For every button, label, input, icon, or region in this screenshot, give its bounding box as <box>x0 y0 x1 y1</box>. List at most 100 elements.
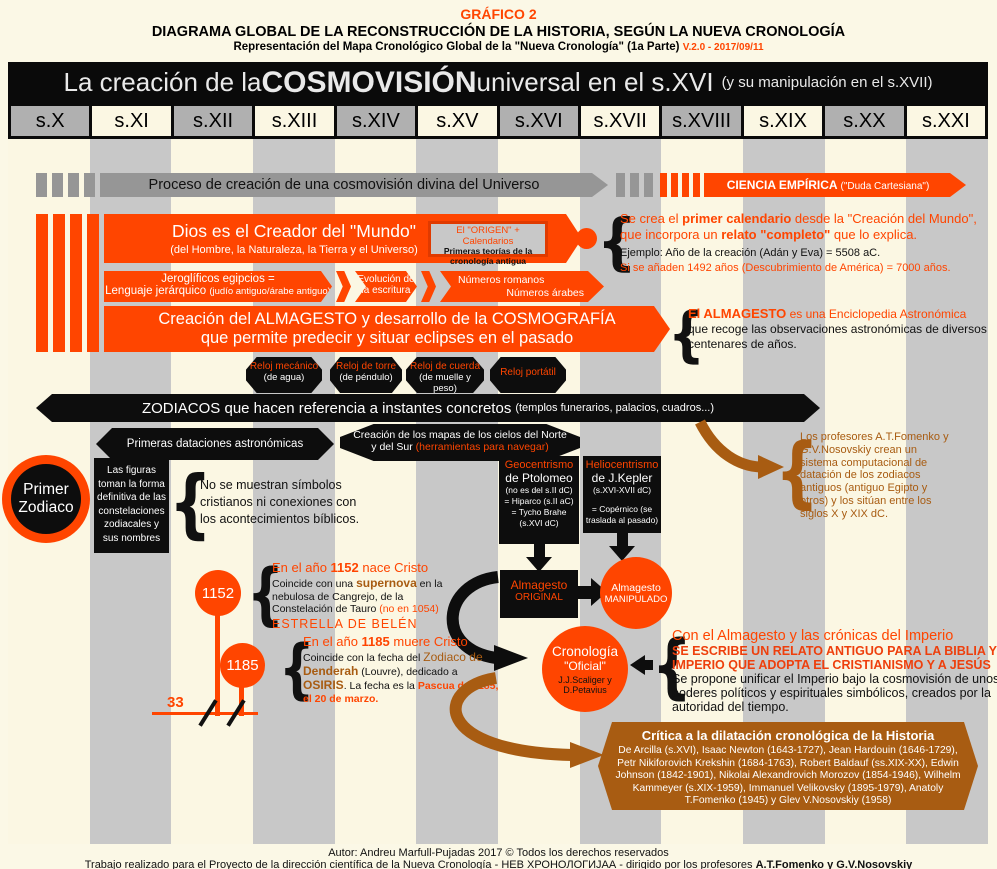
bar-decoration <box>36 214 48 352</box>
bar-decoration <box>70 214 82 352</box>
grafico-label: GRÁFICO 2 <box>460 6 537 22</box>
dios-title: Dios es el Creador del "Mundo" <box>172 221 416 241</box>
almagesto-note: El ALMAGESTO es una Enciclopedia Astronó… <box>688 306 987 351</box>
numeros-arabes: Números árabes <box>506 287 584 299</box>
no-simbolos-note: No se muestran símbolos cristianos ni con… <box>200 478 360 526</box>
chevron-icon <box>336 271 351 302</box>
bar-decoration <box>671 173 678 197</box>
century-sXIII: s.XIII <box>255 106 334 136</box>
zodiacos-paren: (templos funerarios, palacios, cuadros..… <box>515 402 715 414</box>
century-sXV: s.XV <box>418 106 497 136</box>
bar-decoration <box>84 173 95 197</box>
bar-decoration <box>52 173 63 197</box>
primer-zodiaco-circle: Primer Zodiaco <box>11 464 81 534</box>
reloj-cuerda-box: Reloj de cuerda (de muelle y peso) <box>406 357 484 393</box>
bar-decoration <box>36 173 47 197</box>
century-sXVIII: s.XVIII <box>662 106 741 136</box>
century-header-row: s.X s.XI s.XII s.XIII s.XIV s.XV s.XVI s… <box>8 103 988 139</box>
century-sXI: s.XI <box>92 106 171 136</box>
origen-title: El "ORIGEN" + Calendarios <box>456 225 520 247</box>
mapas-line2: y del Sur (herramientas para navegar) <box>371 441 549 453</box>
century-sXXI: s.XXI <box>906 106 986 136</box>
left-arrow-head <box>630 655 645 675</box>
timeline-stem-1152 <box>215 615 220 716</box>
zodiacos-label: ZODIACOS que hacen referencia a instante… <box>141 399 512 417</box>
jeroglificos-line1: Jeroglíficos egipcios = <box>161 273 275 285</box>
century-sX: s.X <box>11 106 90 136</box>
brown-curve-arrow-2 <box>449 672 604 768</box>
almagesto-line1: Creación del ALMAGESTO y desarrollo de l… <box>158 310 616 328</box>
evolucion-line1: Evolución de <box>357 274 415 285</box>
century-sXIX: s.XIX <box>743 106 823 136</box>
figuras-box: Las figuras toman la forma definitiva de l… <box>94 458 169 553</box>
reloj-mecanico-box: Reloj mecánico (de agua) <box>246 357 322 393</box>
dataciones-hexagon: Primeras dataciones astronómicas <box>96 428 334 460</box>
bar-decoration <box>616 173 625 197</box>
bar-decoration <box>682 173 689 197</box>
proceso-arrow-band: Proceso de creación de una cosmovisión d… <box>100 173 608 197</box>
banner-part2: COSMOVISIÓN <box>261 65 477 99</box>
century-sXIV: s.XIV <box>336 106 416 136</box>
proceso-label: Proceso de creación de una cosmovisión d… <box>148 177 540 193</box>
almagesto-manipulado-circle: Almagesto MANIPULADO <box>600 557 672 629</box>
year-1152-circle: 1152 <box>195 570 241 616</box>
down-arrow <box>524 544 554 572</box>
evolucion-line2: la escritura <box>361 285 411 296</box>
bar-decoration <box>660 173 667 197</box>
ciencia-empirica-arrow: CIENCIA EMPÍRICA ("Duda Cartesiana") <box>704 173 966 197</box>
bar-decoration <box>630 173 639 197</box>
origen-box: El "ORIGEN" + Calendarios Primeras teorí… <box>428 221 548 265</box>
version-label: V.2.0 - 2017/09/11 <box>682 42 764 53</box>
connector-dot <box>576 228 597 249</box>
century-sXX: s.XX <box>825 106 904 136</box>
bar-decoration <box>68 173 79 197</box>
year-1185-circle: 1185 <box>220 643 265 688</box>
numeros-romanos: Números romanos <box>458 274 545 286</box>
mapas-box: Creación de los mapas de los cielos del … <box>340 424 580 461</box>
relato-note: Con el Almagesto y las crónicas del Impe… <box>672 628 997 714</box>
zodiacos-band: ZODIACOS que hacen referencia a instante… <box>36 394 820 422</box>
critica-body: De Arcilla (s.XVI), Isaac Newton (1643-1… <box>615 745 961 807</box>
critica-box: Crítica a la dilatación cronológica de l… <box>598 722 978 810</box>
reloj-torre-box: Reloj de torre (de péndulo) <box>330 357 402 393</box>
banner-part1: La creación de la <box>63 67 262 97</box>
right-arrow-stem <box>578 586 591 599</box>
bar-decoration <box>644 173 653 197</box>
geocentrismo-box: Geocentrismo de Ptolomeo (no es del s.II… <box>499 456 579 544</box>
critica-title: Crítica a la dilatación cronológica de l… <box>641 728 935 743</box>
footer-author: Autor: Andreu Marfull-Pujadas 2017 © Tod… <box>328 847 669 859</box>
figuras-text: Las figuras toman la forma definitiva de l… <box>97 465 166 544</box>
almagesto-band: Creación del ALMAGESTO y desarrollo de l… <box>104 306 670 352</box>
ciencia-label: CIENCIA EMPÍRICA ("Duda Cartesiana") <box>726 178 930 192</box>
dios-title-block: Dios es el Creador del "Mundo" (del Homb… <box>144 221 444 256</box>
nota-1152: En el año 1152 nace Cristo Coincide con … <box>272 560 443 631</box>
black-curve-arrow <box>446 571 528 671</box>
brown-curve-arrow <box>695 419 784 479</box>
century-sXII: s.XII <box>173 106 253 136</box>
jeroglificos-segment: Jeroglíficos egipcios = Lenguaje jerárqu… <box>104 271 332 302</box>
cronologia-oficial-circle: Cronología "Oficial" J.J.Scaliger y D.Pe… <box>542 626 628 712</box>
mapas-line1: Creación de los mapas de los cielos del … <box>353 429 567 441</box>
almagesto-original-box: Almagesto ORIGINAL <box>500 570 578 618</box>
banner-part3: universal en el s.XVI <box>476 67 714 97</box>
banner-paren: (y su manipulación en el s.XVII) <box>721 74 933 91</box>
dios-subtitle: (del Hombre, la Naturaleza, la Tierra y … <box>170 244 418 256</box>
dataciones-label: Primeras dataciones astronómicas <box>126 438 304 450</box>
century-sXVI: s.XVI <box>499 106 578 136</box>
bar-decoration <box>87 214 99 352</box>
jeroglificos-line2: Lenguaje jerárquico (judío antiguo/árabe… <box>105 285 331 297</box>
edad-33-label: 33 <box>167 694 184 711</box>
numeros-segment: Números romanos Números árabes <box>440 271 604 302</box>
footer-project: Trabajo realizado para el Proyecto de la… <box>84 859 913 869</box>
bar-decoration <box>693 173 700 197</box>
calendario-note: Se crea el primer calendario desde la "C… <box>620 211 977 274</box>
banner-title: La creación de la COSMOVISIÓN universal … <box>8 62 988 103</box>
fomenko-note: Los profesores A.T.Fomenko y G.V.Nosovski… <box>800 431 949 520</box>
page-title: DIAGRAMA GLOBAL DE LA RECONSTRUCCIÓN DE … <box>151 24 846 40</box>
chevron-icon <box>421 271 436 302</box>
page-subtitle: Representación del Mapa Cronológico Glob… <box>0 41 997 53</box>
subtitle-text: Representación del Mapa Cronológico Glob… <box>233 41 680 53</box>
almagesto-line2: que permite predecir y situar eclipses e… <box>200 329 574 347</box>
reloj-portatil-box: Reloj portátil <box>490 357 566 393</box>
